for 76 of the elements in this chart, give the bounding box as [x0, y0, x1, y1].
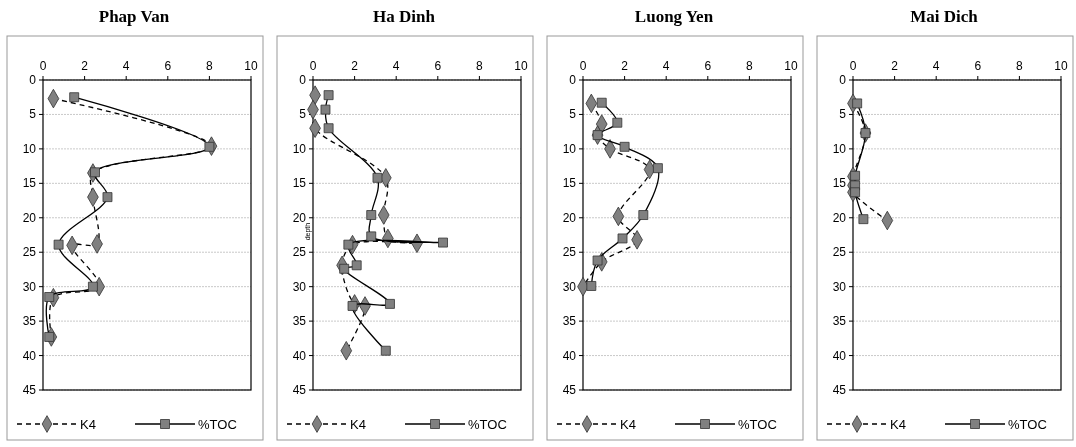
x-tick-label: 10: [514, 59, 528, 73]
x-tick-label: 2: [621, 59, 629, 73]
x-tick-label: 4: [662, 59, 670, 73]
x-tick-label: 10: [244, 59, 258, 73]
y-tick-label: 40: [22, 348, 37, 363]
x-tick-label: 4: [122, 59, 130, 73]
y-tick-label: 20: [22, 210, 37, 225]
y-tick-label: 35: [292, 314, 307, 329]
chart-title: Ha Dinh: [373, 7, 436, 26]
y-tick-label: 0: [839, 73, 847, 87]
x-tick-label: 8: [476, 59, 484, 73]
y-tick-label: 15: [832, 176, 847, 191]
y-tick-label: 20: [832, 210, 847, 225]
legend-label: K4: [620, 417, 636, 432]
y-tick-label: 45: [22, 383, 37, 397]
y-tick-label: 10: [832, 141, 847, 156]
y-tick-label: 45: [562, 383, 577, 397]
legend-label: %TOC: [468, 417, 507, 432]
chart-title: Mai Dich: [910, 7, 979, 26]
y-tick-label: 5: [29, 107, 37, 122]
y-tick-label: 45: [832, 383, 847, 397]
y-tick-label: 40: [832, 348, 847, 363]
y-tick-label: 15: [22, 176, 37, 191]
x-tick-label: 2: [891, 59, 899, 73]
x-tick-label: 6: [164, 59, 172, 73]
legend-label: K4: [350, 417, 366, 432]
y-tick-label: 20: [562, 210, 577, 225]
x-tick-label: 6: [974, 59, 982, 73]
x-tick-label: 10: [784, 59, 798, 73]
y-tick-label: 25: [292, 245, 307, 260]
y-tick-label: 0: [29, 73, 37, 87]
x-tick-label: 6: [434, 59, 442, 73]
y-tick-label: 30: [562, 279, 577, 294]
x-tick-label: 8: [1016, 59, 1024, 73]
x-tick-label: 0: [309, 59, 317, 73]
x-tick-label: 8: [206, 59, 214, 73]
x-tick-label: 10: [1054, 59, 1068, 73]
x-tick-label: 2: [81, 59, 89, 73]
y-tick-label: 20: [292, 210, 307, 225]
y-tick-label: 25: [832, 245, 847, 260]
y-tick-label: 35: [562, 314, 577, 329]
y-tick-label: 15: [562, 176, 577, 191]
y-tick-label: 0: [299, 73, 307, 87]
y-tick-label: 40: [292, 348, 307, 363]
y-tick-label: 10: [562, 141, 577, 156]
x-tick-label: 0: [579, 59, 587, 73]
x-tick-label: 4: [392, 59, 400, 73]
y-tick-label: 35: [22, 314, 37, 329]
legend-label: K4: [80, 417, 96, 432]
legend-label: K4: [890, 417, 906, 432]
legend-label: %TOC: [738, 417, 777, 432]
legend-label: %TOC: [1008, 417, 1047, 432]
x-tick-label: 6: [704, 59, 712, 73]
y-tick-label: 0: [569, 73, 577, 87]
y-tick-label: 30: [832, 279, 847, 294]
x-tick-label: 0: [849, 59, 857, 73]
y-tick-label: 25: [562, 245, 577, 260]
x-tick-label: 2: [351, 59, 359, 73]
y-tick-label: 15: [292, 176, 307, 191]
y-tick-label: 30: [292, 279, 307, 294]
chart-title: Luong Yen: [634, 7, 714, 26]
y-tick-label: 40: [562, 348, 577, 363]
x-tick-label: 8: [746, 59, 754, 73]
chart-title: Phap Van: [98, 7, 170, 26]
legend-label: %TOC: [198, 417, 237, 432]
y-tick-label: 5: [299, 107, 307, 122]
y-tick-label: 10: [292, 141, 307, 156]
y-tick-label: 25: [22, 245, 37, 260]
x-tick-label: 0: [39, 59, 47, 73]
y-tick-label: 5: [569, 107, 577, 122]
y-tick-label: 10: [22, 141, 37, 156]
y-tick-label: 5: [839, 107, 847, 122]
y-tick-label: 30: [22, 279, 37, 294]
y-tick-label: 35: [832, 314, 847, 329]
x-tick-label: 4: [932, 59, 940, 73]
y-tick-label: 45: [292, 383, 307, 397]
